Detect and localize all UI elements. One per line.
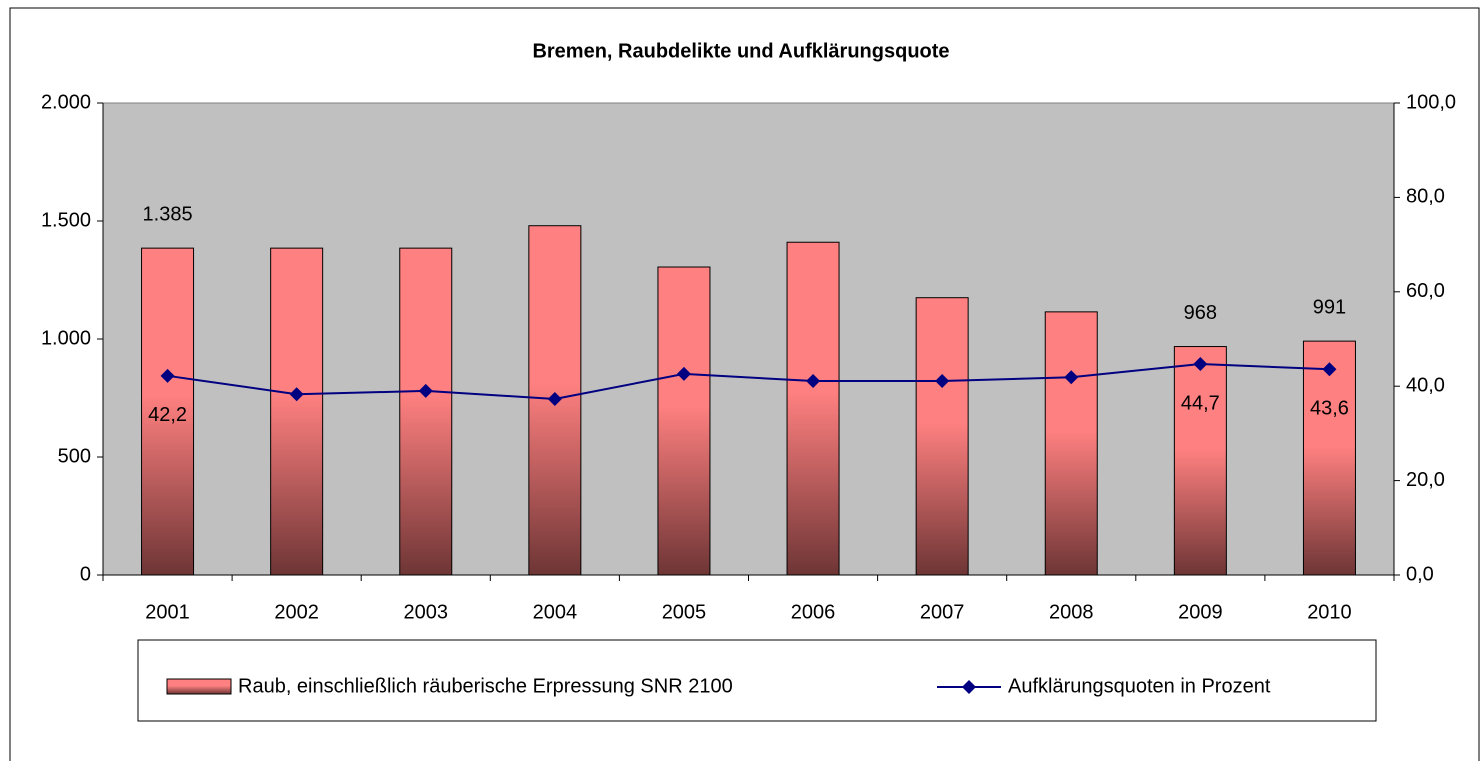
bar-value-label: 968 bbox=[1184, 302, 1217, 324]
bar bbox=[1302, 340, 1356, 576]
line-marker bbox=[1322, 362, 1337, 377]
legend-label: Raub, einschließlich räuberische Erpress… bbox=[238, 675, 733, 697]
x-tick-label: 2008 bbox=[1049, 601, 1094, 623]
x-tick-label: 2009 bbox=[1178, 601, 1223, 623]
y2-tick-label: 100,0 bbox=[1406, 91, 1456, 113]
y-tick-label: 1.000 bbox=[41, 327, 91, 349]
bar bbox=[657, 266, 711, 576]
x-tick-label: 2002 bbox=[274, 601, 319, 623]
line-marker bbox=[806, 374, 821, 389]
y2-tick-label: 40,0 bbox=[1406, 374, 1445, 396]
x-tick-label: 2003 bbox=[404, 601, 449, 623]
bar bbox=[1173, 346, 1227, 576]
bar bbox=[786, 241, 840, 576]
x-tick-label: 2005 bbox=[662, 601, 707, 623]
legend-marker bbox=[962, 680, 976, 694]
line-marker bbox=[547, 391, 562, 406]
y-tick-label: 1.500 bbox=[41, 209, 91, 231]
bar bbox=[915, 297, 969, 576]
y-tick-label: 0 bbox=[80, 563, 91, 585]
x-tick-label: 2004 bbox=[533, 601, 578, 623]
chart-title: Bremen, Raubdelikte und Aufklärungsquote bbox=[532, 40, 949, 62]
y2-tick-label: 20,0 bbox=[1406, 469, 1445, 491]
line-value-label: 44,7 bbox=[1181, 392, 1220, 414]
y2-tick-label: 60,0 bbox=[1406, 280, 1445, 302]
bar bbox=[270, 247, 324, 576]
x-tick-label: 2007 bbox=[920, 601, 965, 623]
line-marker bbox=[418, 383, 433, 398]
bar bbox=[1044, 311, 1098, 576]
line-value-label: 43,6 bbox=[1310, 397, 1349, 419]
y2-tick-label: 80,0 bbox=[1406, 186, 1445, 208]
x-tick-label: 2010 bbox=[1307, 601, 1352, 623]
legend-box bbox=[137, 639, 1377, 722]
line-marker bbox=[289, 387, 304, 402]
x-tick-label: 2001 bbox=[145, 601, 190, 623]
line-marker bbox=[1193, 357, 1208, 372]
bar-value-label: 991 bbox=[1313, 296, 1346, 318]
y-tick-label: 500 bbox=[58, 445, 91, 467]
line-marker bbox=[676, 366, 691, 381]
line-marker bbox=[1064, 370, 1079, 385]
bar bbox=[399, 247, 453, 576]
x-tick-label: 2006 bbox=[791, 601, 836, 623]
line-marker bbox=[160, 368, 175, 383]
line-marker bbox=[935, 374, 950, 389]
bar-value-label: 1.385 bbox=[143, 203, 193, 225]
y-tick-label: 2.000 bbox=[41, 91, 91, 113]
line-series bbox=[167, 363, 1330, 400]
y2-tick-label: 0,0 bbox=[1406, 563, 1434, 585]
legend-label: Aufklärungsquoten in Prozent bbox=[1008, 675, 1271, 697]
legend-swatch-bar bbox=[166, 678, 232, 695]
line-value-label: 42,2 bbox=[148, 404, 187, 426]
